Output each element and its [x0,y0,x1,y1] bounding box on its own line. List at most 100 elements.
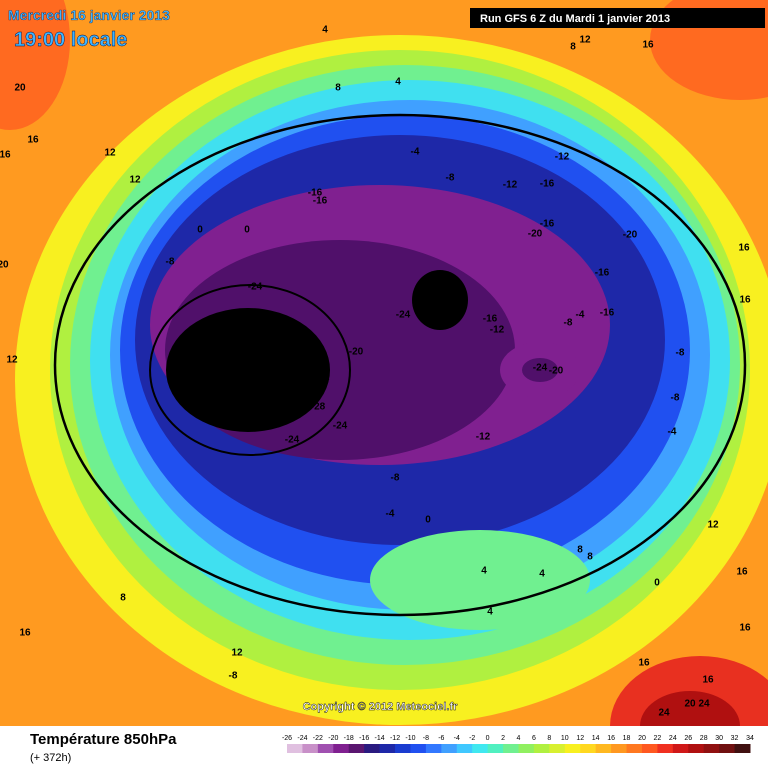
contour-label: -4 [411,147,420,158]
colorbar-swatch [611,744,628,753]
contour-label: 12 [6,355,18,366]
contour-label: -8 [229,671,238,682]
contour-label: -12 [555,152,570,163]
colorbar-tick-label: -20 [328,735,338,742]
contour-label: 12 [129,175,141,186]
contour-label: 16 [642,40,654,51]
colorbar-swatch [333,744,350,753]
valid-date: Mercredi 16 janvier 2013 [8,7,170,23]
copyright: Copyright © 2012 Meteociel.fr [303,701,459,713]
contour-label: 16 [739,623,751,634]
colorbar-tick-label: 0 [486,735,490,742]
contour-label: 4 [395,77,401,88]
contour-label: 16 [0,150,11,161]
contour-label: -16 [540,179,555,190]
colorbar-swatch [302,744,319,753]
contour-label: 0 [244,225,250,236]
colorbar-tick-label: 28 [700,735,708,742]
contour-label: 16 [638,658,650,669]
contour-label: 16 [738,243,750,254]
colorbar-tick-label: -18 [344,735,354,742]
contour-label: -24 [248,282,263,293]
contour-label: 12 [579,35,591,46]
colorbar-swatch [703,744,720,753]
contour-label: 8 [577,545,583,556]
colorbar-tick-label: -22 [313,735,323,742]
contour-label: 0 [654,578,660,589]
colorbar-tick-label: -6 [438,735,444,742]
contour-label: -12 [490,325,505,336]
contour-label: 16 [27,135,39,146]
colorbar-swatch [564,744,581,753]
contour-label: -16 [540,219,555,230]
colorbar-swatch [441,744,458,753]
contour-label: 20 [14,83,26,94]
contour-label: 0 [425,515,431,526]
colorbar-tick-label: 34 [746,735,754,742]
contour-label: -8 [676,348,685,359]
colorbar-tick-label: 10 [561,735,569,742]
contour-label: -28 [311,402,326,413]
colorbar-tick-label: 4 [517,735,521,742]
colorbar-tick-label: 22 [654,735,662,742]
contour-label: 16 [736,567,748,578]
colorbar-swatch [379,744,396,753]
colorbar-tick-label: 8 [547,735,551,742]
colorbar-swatch [472,744,489,753]
colorbar-tick-label: 6 [532,735,536,742]
contour-label: 4 [481,566,487,577]
colorbar-tick-label: 24 [669,735,677,742]
colorbar-tick-label: -14 [375,735,385,742]
colorbar-swatch [533,744,550,753]
colorbar-swatch [287,744,303,753]
colorbar-swatch [734,744,751,753]
run-box [470,8,765,28]
contour-label: 0 [197,225,203,236]
contour-label: 4 [539,569,545,580]
contour-label: -20 [623,230,638,241]
colorbar-swatch [688,744,705,753]
colorbar-tick-label: -10 [405,735,415,742]
contour-label: -16 [483,314,498,325]
colorbar-swatch [425,744,442,753]
colorbar-tick-label: -8 [423,735,429,742]
colorbar-tick-label: 14 [592,735,600,742]
colorbar-swatch [410,744,427,753]
contour-label: 24 [658,708,670,719]
colorbar-tick-label: 18 [623,735,631,742]
colorbar-tick-label: 16 [607,735,615,742]
contour-label: -16 [600,308,615,319]
contour-label: -24 [533,363,548,374]
colorbar-swatch [395,744,411,753]
contour-label: -28 [221,367,236,378]
colorbar-tick-label: -24 [297,735,307,742]
colorbar-swatch [348,744,365,753]
contour-label: -20 [528,229,543,240]
contour-label: 12 [104,148,116,159]
contour-label: 4 [487,607,493,618]
colorbar-swatch [626,744,643,753]
contour-label: 16 [739,295,751,306]
colorbar-tick-label: 12 [576,735,584,742]
colorbar-swatch [595,744,612,753]
colorbar-tick-label: -16 [359,735,369,742]
contour-label: 20 [0,260,9,271]
colorbar-swatch [719,744,736,753]
run-info: Run GFS 6 Z du Mardi 1 janvier 2013 [480,13,670,25]
contour-label: 8 [120,593,126,604]
contour-label: -24 [315,374,330,385]
contour-label: -4 [668,427,677,438]
contour-label: -8 [564,318,573,329]
colorbar-tick-label: 30 [715,735,723,742]
colorbar-tick-label: 2 [501,735,505,742]
contour-label: -20 [349,347,364,358]
colorbar-swatch [364,744,381,753]
contour-label: 12 [707,520,719,531]
contour-label: -8 [391,473,400,484]
colorbar-swatch [487,744,504,753]
contour-label: -24 [396,310,411,321]
contour-label: 8 [570,42,576,53]
